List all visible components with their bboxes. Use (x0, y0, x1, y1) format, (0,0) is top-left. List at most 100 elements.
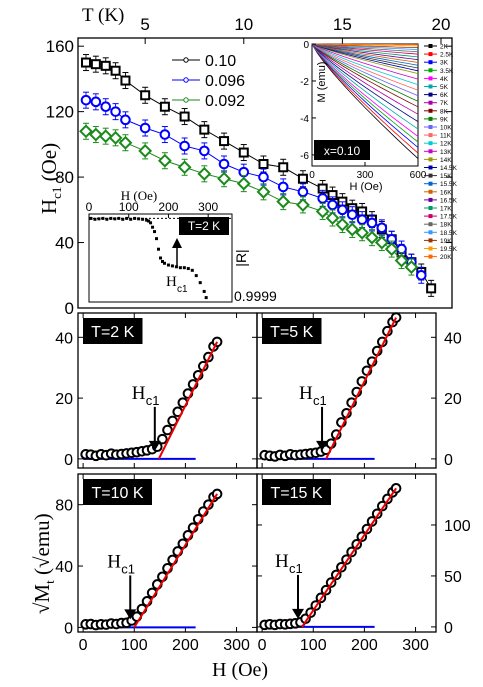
mh-legend-marker (428, 108, 433, 113)
r-data-point (147, 219, 151, 223)
r-data-point (105, 217, 109, 221)
mh-legend-marker (428, 149, 433, 154)
mh-legend-marker (428, 214, 433, 219)
data-point (426, 283, 437, 294)
r-data-point (101, 216, 105, 220)
panel-y-tick-label: 40 (55, 559, 73, 576)
data-point (98, 129, 113, 144)
r-data-point (155, 237, 159, 241)
y-tick-label: 40 (55, 234, 74, 253)
hc1-arrow-head (124, 609, 137, 620)
r-data-point (198, 281, 202, 285)
hc1-arrow-label: H (299, 383, 313, 404)
panel-annotation-box (83, 479, 152, 505)
bottom-x-tick-label: 100 (121, 637, 148, 654)
data-point (90, 59, 101, 70)
r-data-point (160, 260, 164, 264)
hc1-arrow-label-sub: c1 (313, 393, 327, 408)
mh-legend-label: 7K (440, 100, 449, 107)
data-point (179, 140, 190, 152)
data-point (118, 135, 133, 150)
data-point (108, 130, 123, 145)
data-point (157, 153, 172, 168)
mh-legend-marker (428, 125, 433, 129)
data-point (162, 424, 173, 436)
hc1-arrow-label-sub: c1 (121, 561, 135, 576)
hc1-arrow-label-sub: c1 (289, 561, 303, 576)
data-point (80, 94, 92, 106)
r-arrow-label: H (166, 274, 177, 290)
panel-annotation-box (262, 479, 331, 505)
mh-curve (312, 43, 419, 45)
data-point (366, 217, 378, 229)
data-point (277, 181, 289, 193)
panel-annotation: T=2 K (91, 324, 134, 341)
mh-legend-marker (428, 165, 433, 170)
data-point (90, 96, 102, 108)
data-point (159, 129, 171, 140)
hc1-arrow-label: H (275, 551, 289, 572)
data-point (296, 197, 310, 212)
data-point (278, 162, 289, 173)
r-data-point (117, 216, 121, 220)
data-point (110, 65, 121, 76)
mh-legend-label: 8K (440, 108, 449, 115)
mh-legend-label: 3.5K (440, 68, 454, 75)
data-point (199, 124, 210, 135)
mh-curve (311, 43, 419, 130)
legend-marker (183, 57, 189, 63)
mh-curve (311, 43, 419, 69)
data-point (236, 176, 251, 191)
r-value-label: 0.9999 (234, 288, 277, 304)
data-point (315, 204, 330, 219)
mh-legend-label: 14K (440, 157, 452, 164)
r-data-point (113, 217, 117, 221)
top-tick-label: 20 (432, 15, 451, 34)
data-point (179, 111, 190, 122)
data-point (297, 186, 309, 198)
mh-legend-label: 13K (440, 149, 452, 156)
r-data-point (166, 263, 170, 267)
data-point (345, 222, 360, 237)
r-data-point (133, 216, 137, 220)
data-point (120, 75, 131, 86)
mh-curve (311, 43, 419, 159)
mh-legend-marker (428, 44, 433, 48)
mh-curve (311, 43, 419, 154)
data-point (297, 173, 308, 184)
mh-curve (311, 43, 419, 97)
r-data-point (121, 217, 125, 221)
data-point (355, 225, 370, 240)
mh-legend-label: 19.5K (440, 246, 458, 253)
mh-legend-label: 17.5K (440, 214, 458, 221)
mh-legend-marker (428, 116, 433, 121)
mh-legend-label: 12K (440, 141, 452, 148)
mh-legend-marker (428, 92, 433, 97)
panel-y-tick-label: 0 (444, 620, 453, 637)
mh-legend-label: 2K (440, 44, 449, 51)
mh-y-tick-label: -6 (300, 151, 309, 162)
mh-legend-marker (428, 254, 433, 259)
mh-legend-label: 2.5K (440, 52, 454, 59)
fit-line (301, 487, 397, 628)
r-data-point (204, 296, 208, 300)
mh-legend-label: 4K (440, 76, 449, 83)
r-data-point (202, 289, 206, 293)
data-point (356, 214, 368, 225)
panel-annotation-box (83, 318, 143, 344)
mh-y-tick-label: 0 (303, 40, 309, 51)
mh-legend-marker (428, 76, 433, 81)
top-tick-label: 5 (140, 15, 149, 34)
r-arrow-head (172, 238, 182, 248)
panel-y-tick-label: 80 (55, 498, 73, 515)
mh-legend-label: 5K (440, 84, 449, 91)
r-data-point (159, 256, 162, 260)
mh-annotation: x=0.10 (324, 144, 361, 158)
data-point (317, 193, 328, 204)
mh-legend-marker (428, 60, 433, 65)
r-x-tick-label: 200 (158, 200, 178, 214)
y-tick-label: 0 (65, 299, 74, 318)
mh-legend-marker (428, 246, 433, 251)
panel-annotation: T=5 K (270, 324, 313, 341)
